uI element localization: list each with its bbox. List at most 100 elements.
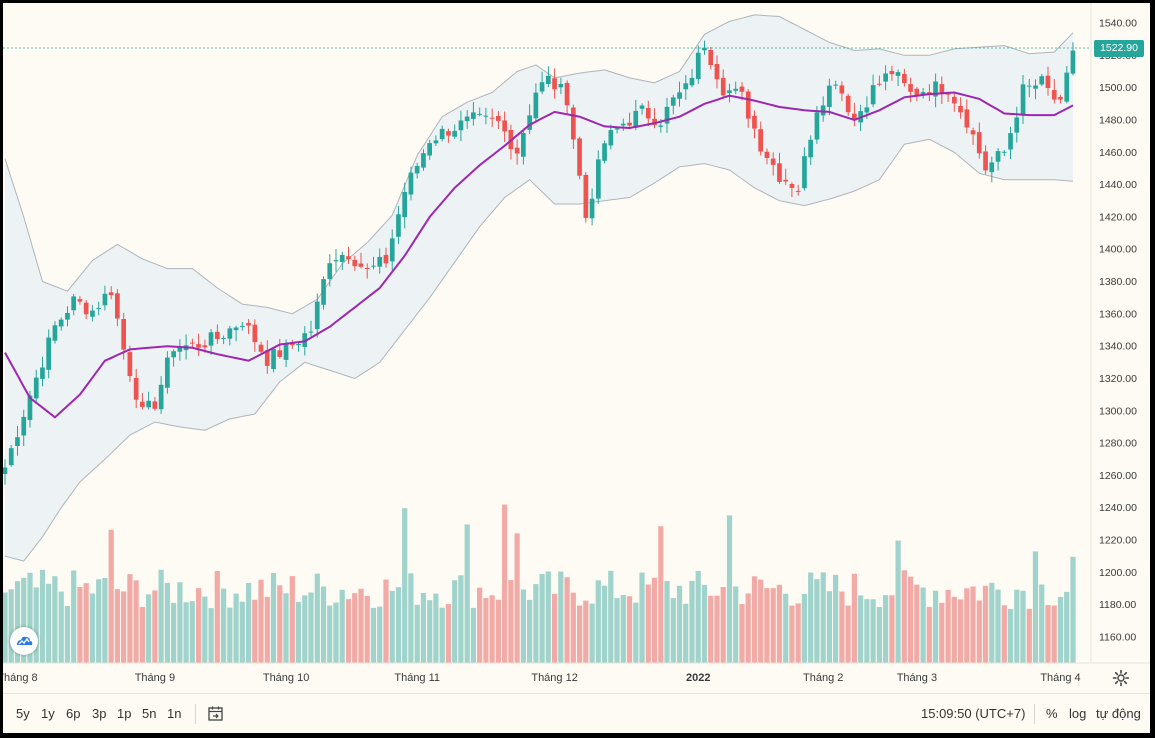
candle-body — [71, 296, 76, 311]
time-axis[interactable]: Tháng 8 Tháng 9 Tháng 10 Tháng 11 Tháng 12 20… — [3, 672, 1081, 684]
candle-body — [158, 384, 164, 410]
candle-body — [221, 338, 226, 339]
volume-bar — [739, 604, 745, 663]
timeframe-1y[interactable]: 1y — [41, 706, 55, 721]
y-tick-label: 1480.00 — [1099, 114, 1137, 126]
candle-body — [258, 344, 264, 352]
volume-bar — [1057, 596, 1064, 663]
candle-body — [820, 105, 826, 116]
candle-body — [976, 132, 982, 154]
volume-bar — [964, 588, 970, 663]
candle-body — [371, 265, 376, 267]
timeframe-1p[interactable]: 1p — [117, 706, 132, 721]
volume-bar — [620, 595, 626, 663]
volume-bar — [158, 569, 164, 663]
volume-bar — [901, 570, 907, 663]
candle-body — [514, 147, 520, 154]
candle-body — [945, 93, 951, 95]
price-axis[interactable]: 1540.001520.001500.001480.001460.001440.… — [1099, 18, 1137, 644]
volume-bar — [783, 593, 789, 663]
volume-bar — [508, 580, 514, 663]
volume-bar — [1032, 551, 1039, 663]
gear-icon[interactable] — [1112, 669, 1130, 687]
candle-body — [108, 292, 114, 296]
timeframe-3p[interactable]: 3p — [92, 706, 107, 721]
candle-body — [65, 313, 70, 320]
volume-bar — [814, 579, 820, 663]
candle-body — [8, 448, 14, 466]
volume-bar — [146, 594, 152, 663]
candle-body — [664, 106, 670, 124]
candle-body — [33, 377, 39, 399]
candle-body — [27, 395, 33, 420]
x-tick-label: Tháng 8 — [3, 672, 38, 684]
percent-toggle[interactable]: % — [1046, 706, 1058, 721]
volume-bar — [564, 577, 570, 663]
y-tick-label: 1380.00 — [1099, 276, 1137, 288]
timeframe-5n[interactable]: 5n — [142, 706, 157, 721]
auto-scale-toggle[interactable]: tự động — [1096, 706, 1141, 721]
y-tick-label: 1340.00 — [1099, 341, 1137, 353]
volume-bar — [845, 605, 851, 663]
volume-bar — [27, 572, 33, 663]
candlestick-chart[interactable]: 1540.001520.001500.001480.001460.001440.… — [3, 3, 1150, 693]
volume-bar — [114, 589, 120, 663]
candle-body — [1070, 50, 1076, 74]
volume-bar — [858, 595, 864, 663]
volume-bar — [383, 579, 389, 663]
volume-bar — [408, 573, 414, 663]
candle-body — [864, 107, 870, 113]
candle-body — [3, 467, 8, 474]
log-toggle[interactable]: log — [1069, 706, 1087, 721]
x-tick-label: Tháng 10 — [263, 672, 309, 684]
candle-body — [852, 113, 857, 121]
volume-bar — [108, 529, 114, 663]
candle-body — [639, 105, 645, 109]
candle-body — [1051, 90, 1057, 100]
volume-bar — [720, 587, 726, 663]
calendar-goto-icon[interactable] — [207, 705, 225, 723]
volume-bar — [676, 585, 683, 663]
timeframe-5y[interactable]: 5y — [16, 706, 30, 721]
candle-body — [1039, 76, 1045, 85]
volume-bar — [926, 606, 932, 663]
volume-bar — [664, 581, 670, 663]
candle-body — [483, 115, 489, 117]
volume-bar — [339, 589, 345, 663]
volume-bar — [1026, 608, 1032, 663]
volume-bar — [420, 593, 426, 663]
candle-body — [1033, 85, 1038, 89]
volume-bar — [795, 603, 801, 663]
candle-body — [115, 293, 120, 319]
candle-body — [421, 153, 426, 168]
candle-body — [277, 350, 283, 357]
volume-bar — [445, 604, 451, 663]
timeframe-1n[interactable]: 1n — [167, 706, 182, 721]
volume-bar — [695, 570, 701, 663]
candle-body — [870, 85, 876, 105]
volume-bar — [527, 599, 533, 663]
candle-body — [652, 118, 657, 125]
volume-bar — [1039, 584, 1045, 663]
volume-bar — [377, 606, 383, 663]
volume-bar — [502, 504, 508, 663]
tradingview-cloud-icon[interactable] — [10, 627, 38, 655]
candle-body — [995, 151, 1001, 162]
candle-body — [777, 163, 782, 182]
volume-bar — [864, 599, 870, 663]
candle-body — [333, 260, 339, 262]
candle-body — [240, 325, 245, 327]
volume-bar — [227, 607, 233, 663]
volume-bar — [133, 580, 139, 663]
candle-body — [877, 83, 882, 85]
candle-body — [627, 122, 632, 126]
timeframe-6p[interactable]: 6p — [66, 706, 81, 721]
candle-body — [596, 159, 601, 199]
volume-bar — [908, 576, 914, 663]
volume-bar — [452, 580, 458, 663]
volume-bar — [520, 589, 526, 663]
candle-body — [202, 345, 208, 348]
volume-bar — [127, 574, 133, 663]
candle-body — [970, 130, 976, 135]
candle-body — [308, 331, 314, 333]
